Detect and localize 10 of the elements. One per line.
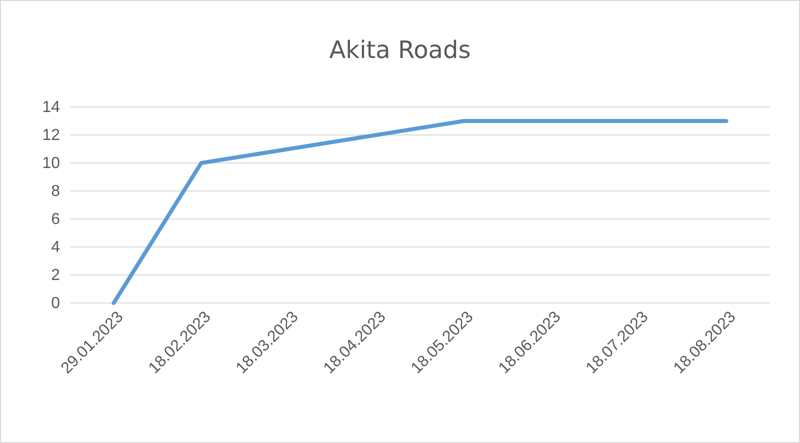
y-tick-label: 8	[51, 183, 60, 200]
y-tick-label: 0	[51, 295, 60, 312]
y-tick-label: 4	[51, 239, 60, 256]
chart-title: Akita Roads	[329, 36, 471, 64]
y-tick-label: 6	[51, 211, 60, 228]
y-tick-label: 12	[42, 127, 60, 144]
line-series	[112, 119, 728, 305]
y-tick-label: 2	[51, 267, 60, 284]
y-tick-label: 10	[42, 155, 60, 172]
y-tick-label: 14	[42, 99, 60, 116]
